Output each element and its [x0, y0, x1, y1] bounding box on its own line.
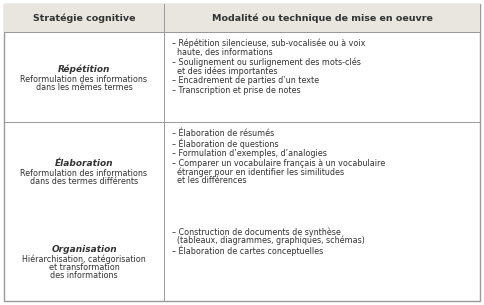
- Text: Organisation: Organisation: [51, 245, 117, 253]
- Text: des informations: des informations: [50, 271, 118, 280]
- Text: (tableaux, diagrammes, graphiques, schémas): (tableaux, diagrammes, graphiques, schém…: [172, 236, 365, 245]
- Text: haute, des informations: haute, des informations: [172, 48, 272, 56]
- Text: et des idées importantes: et des idées importantes: [172, 66, 277, 76]
- Text: dans les mêmes termes: dans les mêmes termes: [36, 83, 133, 92]
- Text: dans des termes différents: dans des termes différents: [30, 177, 138, 186]
- Text: et les différences: et les différences: [172, 176, 246, 185]
- Text: Hiérarchisation, catégorisation: Hiérarchisation, catégorisation: [22, 254, 146, 264]
- Text: Répétition: Répétition: [58, 65, 110, 74]
- Text: Reformulation des informations: Reformulation des informations: [20, 74, 148, 84]
- Text: – Construction de documents de synthèse: – Construction de documents de synthèse: [172, 227, 341, 237]
- Text: et transformation: et transformation: [48, 263, 120, 272]
- Text: étranger pour en identifier les similitudes: étranger pour en identifier les similitu…: [172, 167, 344, 177]
- Text: Reformulation des informations: Reformulation des informations: [20, 169, 148, 178]
- Text: – Transcription et prise de notes: – Transcription et prise de notes: [172, 86, 301, 95]
- Text: – Répétition silencieuse, sub-vocalisée ou à voix: – Répétition silencieuse, sub-vocalisée …: [172, 39, 365, 48]
- Text: – Encadrement de parties d’un texte: – Encadrement de parties d’un texte: [172, 76, 319, 85]
- Text: Modalité ou technique de mise en oeuvre: Modalité ou technique de mise en oeuvre: [212, 13, 432, 23]
- Text: – Formulation d’exemples, d’analogies: – Formulation d’exemples, d’analogies: [172, 149, 327, 158]
- Text: Stratégie cognitive: Stratégie cognitive: [33, 13, 135, 23]
- Bar: [4, 4, 480, 32]
- Text: – Comparer un vocabulaire français à un vocabulaire: – Comparer un vocabulaire français à un …: [172, 159, 385, 168]
- Text: – Élaboration de questions: – Élaboration de questions: [172, 139, 278, 149]
- Text: – Élaboration de cartes conceptuelles: – Élaboration de cartes conceptuelles: [172, 246, 323, 256]
- Text: Élaboration: Élaboration: [55, 159, 113, 168]
- Text: – Soulignement ou surlignement des mots-clés: – Soulignement ou surlignement des mots-…: [172, 58, 361, 67]
- Text: – Élaboration de résumés: – Élaboration de résumés: [172, 129, 274, 138]
